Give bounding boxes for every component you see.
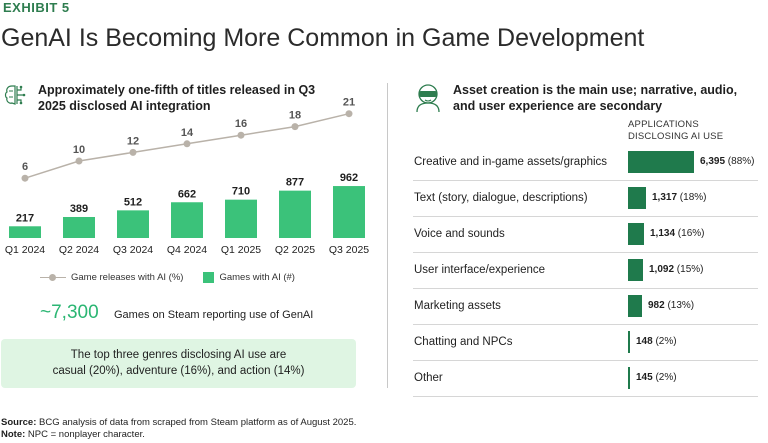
applications-row: User interface/experience 1,092 (15%) (413, 253, 758, 289)
bar-value-label: 389 (70, 203, 88, 215)
legend-line-label: Game releases with AI (%) (71, 272, 184, 283)
bar-games-with-ai (225, 199, 257, 238)
row-separator (413, 252, 758, 253)
genre-callout: The top three genres disclosing AI use a… (1, 339, 356, 388)
category-label: Voice and sounds (414, 228, 505, 240)
application-bar (628, 367, 630, 389)
line-point (345, 110, 353, 118)
bar-value-label: 662 (178, 188, 196, 200)
note-text: NPC = nonplayer character. (27, 429, 145, 440)
bar-games-with-ai (333, 186, 365, 238)
line-value-label: 21 (343, 97, 355, 109)
legend-line-swatch (40, 273, 66, 283)
bar-value-label: 512 (124, 196, 142, 208)
category-label: Marketing assets (414, 300, 501, 312)
line-point (129, 148, 137, 156)
games-total-label: Games on Steam reporting use of GenAI (114, 309, 314, 321)
x-tick-label: Q4 2024 (167, 244, 207, 256)
source-text: BCG analysis of data from scraped from S… (39, 417, 357, 428)
application-bar (628, 259, 643, 281)
application-value-label: 145 (2%) (636, 372, 677, 383)
applications-row: Chatting and NPCs 148 (2%) (413, 325, 758, 361)
bar-games-with-ai (63, 216, 95, 238)
line-value-label: 16 (235, 118, 247, 130)
callout-line-1: The top three genres disclosing AI use a… (70, 349, 287, 361)
applications-row: Text (story, dialogue, descriptions) 1,31… (413, 181, 758, 217)
bar-value-label: 217 (16, 212, 34, 224)
applications-row: Creative and in-game assets/graphics 6,39… (413, 145, 758, 181)
x-tick-label: Q2 2025 (275, 244, 315, 256)
note-label: Note: (1, 429, 26, 440)
page-title: GenAI Is Becoming More Common in Game De… (1, 24, 645, 52)
line-value-label: 10 (73, 144, 85, 156)
right-panel-heading: Asset creation is the main use; narrativ… (453, 83, 738, 113)
x-tick-label: Q3 2024 (113, 244, 153, 256)
line-point (75, 157, 83, 165)
application-value-label: 1,092 (15%) (649, 264, 704, 275)
category-label: Text (story, dialogue, descriptions) (414, 192, 588, 204)
row-separator (413, 216, 758, 217)
x-tick-label: Q3 2025 (329, 244, 369, 256)
x-tick-label: Q1 2025 (221, 244, 261, 256)
row-separator (413, 288, 758, 289)
footnote: Note: NPC = nonplayer character. (1, 429, 145, 441)
source-note: Source: BCG analysis of data from scrape… (1, 417, 356, 429)
source-label: Source: (1, 417, 37, 428)
bar-value-label: 962 (340, 172, 358, 184)
application-value-label: 148 (2%) (636, 336, 677, 347)
vr-headset-person-icon (416, 84, 440, 112)
brain-circuit-icon (4, 85, 26, 105)
applications-row: Marketing assets 982 (13%) (413, 289, 758, 325)
application-bar (628, 295, 642, 317)
application-value-label: 982 (13%) (648, 300, 695, 311)
panel-divider (387, 83, 388, 388)
line-point (21, 174, 29, 182)
row-separator (413, 360, 758, 361)
ai-games-chart: 217 389 512 662 710 877 962 6 10 12 14 16 18 21 Q1 202… (5, 97, 369, 256)
category-label: Creative and in-game assets/graphics (414, 156, 608, 168)
exhibit-label: EXHIBIT 5 (3, 0, 70, 15)
application-value-label: 1,317 (18%) (652, 192, 707, 203)
column-header-line-2: DISCLOSING AI USE (628, 131, 724, 142)
application-bar (628, 331, 630, 353)
line-point (183, 140, 191, 148)
line-value-label: 12 (127, 135, 139, 147)
bar-value-label: 710 (232, 186, 250, 198)
games-total-number: ~7,300 (40, 302, 99, 323)
category-label: User interface/experience (414, 264, 546, 276)
application-bar (628, 151, 694, 173)
callout-line-2: casual (20%), adventure (16%), and actio… (52, 365, 305, 377)
category-label: Other (414, 372, 443, 384)
row-separator (413, 324, 758, 325)
bar-value-label: 877 (286, 177, 304, 189)
legend-bar-swatch (203, 272, 215, 283)
row-separator (413, 396, 758, 397)
column-header-line-1: APPLICATIONS (628, 119, 699, 130)
applications-column-header: APPLICATIONS DISCLOSING AI USE (628, 119, 723, 143)
line-point (237, 131, 245, 139)
line-value-label: 14 (181, 127, 194, 139)
application-value-label: 6,395 (88%) (700, 156, 755, 167)
chart-legend: Game releases with AI (%) Games with AI … (40, 272, 295, 283)
applications-row: Other 145 (2%) (413, 361, 758, 397)
line-point (291, 123, 299, 131)
line-value-label: 18 (289, 110, 301, 122)
applications-row: Voice and sounds 1,134 (16%) (413, 217, 758, 253)
row-separator (413, 180, 758, 181)
application-value-label: 1,134 (16%) (650, 228, 705, 239)
bar-games-with-ai (117, 210, 149, 238)
bar-games-with-ai (279, 190, 311, 238)
x-tick-label: Q2 2024 (59, 244, 99, 256)
bar-games-with-ai (9, 226, 41, 238)
left-panel-heading: Approximately one-fifth of titles releas… (38, 83, 316, 113)
legend-bar-label: Games with AI (#) (219, 272, 295, 283)
x-tick-label: Q1 2024 (5, 244, 45, 256)
line-value-label: 6 (22, 161, 28, 173)
application-bar (628, 187, 646, 209)
bar-games-with-ai (171, 202, 203, 238)
application-bar (628, 223, 644, 245)
category-label: Chatting and NPCs (414, 336, 513, 348)
